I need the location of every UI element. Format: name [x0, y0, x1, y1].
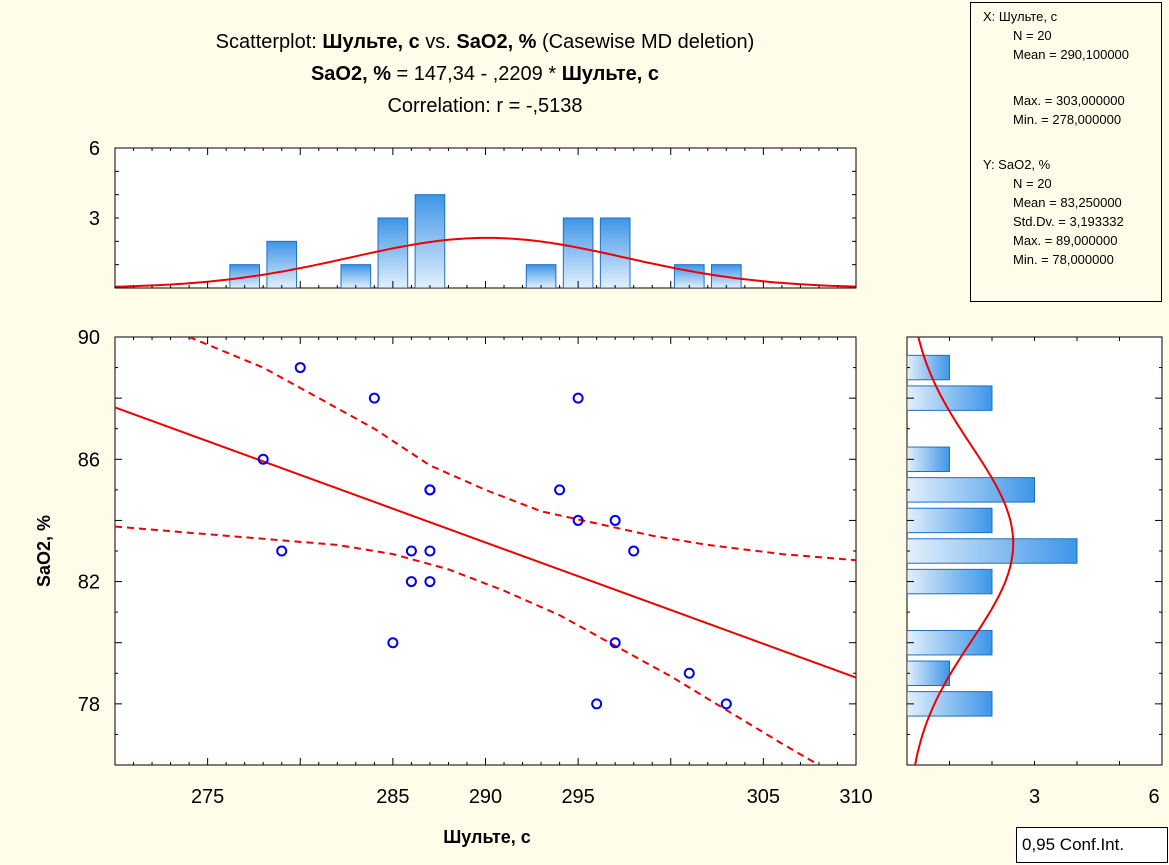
x-stats-header: X: Шульте, с: [983, 9, 1058, 24]
axis-ticks: [114, 147, 1163, 766]
histogram-bar: [377, 217, 409, 288]
data-point: [609, 637, 621, 649]
tick-label: 305: [747, 786, 780, 808]
data-point: [424, 576, 436, 588]
tick-label: 295: [561, 786, 594, 808]
confidence-band-upper: [188, 337, 856, 562]
tick-label: 3: [1029, 786, 1040, 808]
data-point: [591, 698, 603, 710]
histogram-bar: [907, 660, 950, 687]
histogram-bar: [907, 629, 993, 656]
histogram-bar: [907, 446, 950, 473]
chart-title: Scatterplot: Шульте, с vs. SaO2, % (Case…: [0, 26, 970, 122]
histogram-bar: [907, 538, 1078, 564]
top-histogram-frame: [114, 147, 857, 289]
histogram-bar: [907, 385, 993, 411]
data-point: [424, 484, 436, 496]
histogram-bar: [907, 691, 993, 717]
y-axis-label: SaO2, %: [34, 515, 54, 587]
data-point: [572, 392, 584, 404]
data-point: [294, 362, 306, 374]
x-axis-label: Шульте, с: [443, 827, 531, 847]
tick-label: 86: [78, 449, 100, 471]
data-point: [720, 698, 732, 710]
histogram-bar: [562, 217, 594, 288]
y-stats-sd: Std.Dv. = 3,193332: [1013, 214, 1124, 229]
y-stats-n: N = 20: [1013, 176, 1052, 191]
tick-label: 290: [469, 786, 502, 808]
tick-label: 82: [78, 572, 100, 594]
x-stats-min: Min. = 278,000000: [1013, 112, 1122, 127]
data-point: [276, 545, 288, 557]
tick-label: 78: [78, 694, 100, 716]
data-point: [387, 637, 399, 649]
histogram-bar: [266, 240, 298, 288]
data-point: [424, 545, 436, 557]
regression-equation: SaO2, % = 147,34 - ,2209 * Шульте, с: [310, 63, 660, 85]
y-stats-max: Max. = 89,000000: [1013, 233, 1118, 248]
histogram-bar: [340, 264, 372, 288]
tick-label: 275: [191, 786, 224, 808]
correlation-label: Correlation: r = -,5138: [387, 95, 583, 117]
data-point: [257, 453, 269, 465]
tick-label: 285: [376, 786, 409, 808]
tick-label: 3: [89, 208, 100, 230]
x-stats-max: Max. = 303,000000: [1013, 93, 1125, 108]
x-stats-mean: Mean = 290,100000: [1013, 47, 1130, 62]
data-point: [683, 667, 695, 679]
y-normal-curve: [914, 337, 1015, 765]
data-point: [628, 545, 640, 557]
tick-label: 6: [89, 138, 100, 160]
tick-label: 310: [839, 786, 872, 808]
histogram-bar: [907, 477, 1035, 503]
title-line-1: Scatterplot: Шульте, с vs. SaO2, % (Case…: [215, 31, 755, 53]
statistics-box: X: Шульте, с N = 20 Mean = 290,100000 Ma…: [970, 2, 1162, 302]
histogram-bar: [907, 507, 993, 534]
scatter-plot-frame: [114, 336, 857, 766]
confidence-band-lower: [115, 525, 820, 765]
y-stats-header: Y: SaO2, %: [983, 157, 1051, 172]
scatter-points: [257, 362, 732, 710]
y-stats-min: Min. = 78,000000: [1013, 252, 1114, 267]
data-point: [554, 484, 566, 496]
x-normal-curve: [115, 236, 856, 288]
data-point: [368, 392, 380, 404]
axis-tick-labels: 275 285 290 295 305 310 78 82 86 90 3 6 3 6: [78, 138, 1160, 808]
y-histogram-bars: [907, 354, 1078, 717]
histogram-bar: [907, 568, 993, 595]
data-point: [572, 514, 584, 526]
data-point: [405, 576, 417, 588]
tick-label: 6: [1148, 786, 1159, 808]
tick-label: 90: [78, 327, 100, 349]
x-stats-n: N = 20: [1013, 28, 1052, 43]
data-point: [609, 514, 621, 526]
confidence-interval-legend: 0,95 Conf.Int.: [1016, 827, 1168, 863]
regression-line: [115, 406, 856, 679]
histogram-bar: [525, 264, 557, 288]
y-stats-mean: Mean = 83,250000: [1013, 195, 1122, 210]
data-point: [405, 545, 417, 557]
